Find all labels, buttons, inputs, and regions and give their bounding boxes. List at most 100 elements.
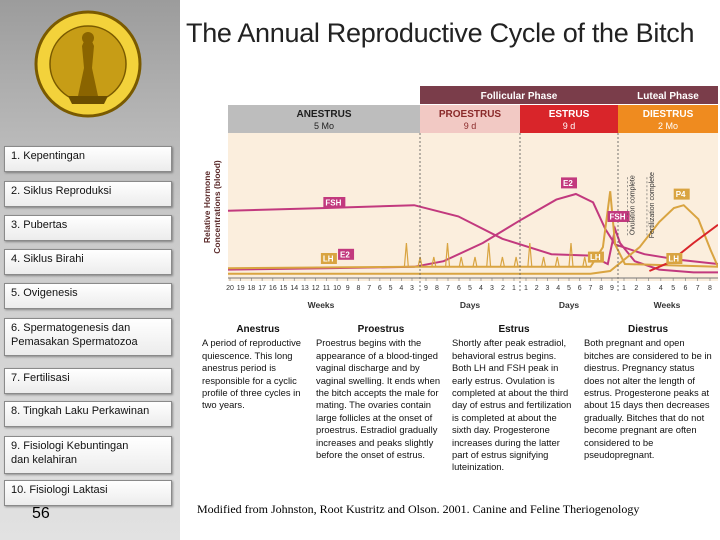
x-tick-label: 5	[389, 285, 393, 292]
x-tick-label: 8	[357, 285, 361, 292]
x-tick-label: 18	[248, 285, 256, 292]
lh-pulse	[486, 242, 492, 267]
annotation-label: Ovulation complete	[629, 175, 636, 235]
series-line-unlabeled	[649, 223, 719, 272]
x-unit-label: Weeks	[308, 300, 335, 310]
x-tick-label: 10	[333, 285, 341, 292]
x-tick-label: 3	[647, 285, 651, 292]
sidebar-item-siklus-birahi[interactable]: 4. Siklus Birahi	[4, 249, 172, 275]
phase-box-estrus	[520, 105, 618, 133]
x-tick-label: 4	[479, 285, 483, 292]
phase-box-proestrus	[420, 105, 520, 133]
x-tick-label: 7	[367, 285, 371, 292]
x-tick-label: 17	[258, 285, 266, 292]
lh-pulse	[445, 242, 451, 267]
column-text-anestrus: A period of reproductive quiescence. Thi…	[202, 337, 302, 411]
series-tag-lh: LH	[666, 253, 683, 264]
x-tick-label: 1	[512, 285, 516, 292]
column-title-anestrus: Anestrus	[236, 324, 280, 335]
sidebar-item-fertilisasi[interactable]: 7. Fertilisasi	[4, 368, 172, 394]
x-tick-label: 20	[226, 285, 234, 292]
x-tick-label: 9	[346, 285, 350, 292]
x-tick-label: 7	[589, 285, 593, 292]
phase-name-estrus: ESTRUS	[549, 109, 590, 120]
column-proestrus: Proestrus Proestrus begins with the appe…	[316, 324, 446, 461]
column-title-proestrus: Proestrus	[357, 324, 405, 335]
x-tick-label: 2	[501, 285, 505, 292]
x-tick-label: 8	[708, 285, 712, 292]
lh-pulse	[568, 242, 574, 267]
x-tick-label: 8	[435, 285, 439, 292]
svg-text:P4: P4	[676, 190, 686, 199]
x-tick-label: 4	[659, 285, 663, 292]
x-tick-label: 3	[490, 285, 494, 292]
x-tick-label: 12	[312, 285, 320, 292]
x-tick-label: 1	[622, 285, 626, 292]
x-tick-label: 6	[457, 285, 461, 292]
phase-duration-diestrus: 2 Mo	[658, 121, 678, 131]
x-tick-label: 15	[280, 285, 288, 292]
lh-pulse	[403, 242, 409, 267]
svg-text:FSH: FSH	[610, 213, 626, 222]
svg-text:LH: LH	[590, 253, 601, 262]
x-tick-label: 19	[237, 285, 245, 292]
svg-text:FSH: FSH	[325, 199, 341, 208]
phase-name-diestrus: DIESTRUS	[643, 109, 694, 120]
x-tick-label: 7	[696, 285, 700, 292]
svg-text:E2: E2	[563, 179, 573, 188]
x-tick-label: 11	[323, 285, 330, 292]
x-tick-label: 5	[671, 285, 675, 292]
sidebar-item-tingkah-laku[interactable]: 8. Tingkah Laku Perkawinan	[4, 401, 172, 427]
sidebar-item-siklus-reproduksi[interactable]: 2. Siklus Reproduksi	[4, 181, 172, 207]
column-text-proestrus: Proestrus begins with the appearance of …	[316, 337, 441, 461]
x-tick-label: 14	[290, 285, 298, 292]
x-tick-label: 9	[424, 285, 428, 292]
series-line-lh	[227, 191, 719, 270]
annotation-label: Fertilization complete	[649, 172, 656, 238]
column-estrus: Estrus Shortly after peak estradiol, beh…	[452, 324, 576, 474]
follicular-phase-label: Follicular Phase	[481, 91, 558, 102]
x-tick-label: 16	[269, 285, 277, 292]
series-tag-p4: P4	[673, 188, 690, 200]
column-diestrus: Diestrus Both pregnant and open bitches …	[584, 324, 712, 461]
column-title-diestrus: Diestrus	[627, 324, 668, 335]
phase-duration-estrus: 9 d	[563, 121, 576, 131]
x-tick-label: 13	[301, 285, 309, 292]
x-tick-label: 8	[599, 285, 603, 292]
series-tag-e2: E2	[561, 177, 577, 189]
sidebar-item-laktasi[interactable]: 10. Fisiologi Laktasi	[4, 480, 172, 506]
x-tick-label: 3	[546, 285, 550, 292]
sidebar-item-spermatogenesis[interactable]: 6. Spermatogenesis dan Pemasakan Spermat…	[4, 318, 172, 356]
x-tick-label: 9	[610, 285, 614, 292]
figure: Follicular Phase Luteal Phase ANESTRUS 5…	[180, 78, 719, 478]
y-axis-label-line1: Relative Hormone	[202, 171, 212, 244]
sidebar: 1. Kepentingan 2. Siklus Reproduksi 3. P…	[0, 0, 180, 540]
x-tick-label: 6	[378, 285, 382, 292]
sidebar-item-pubertas[interactable]: 3. Pubertas	[4, 215, 172, 241]
x-tick-label: 4	[556, 285, 560, 292]
x-tick-label: 1	[524, 285, 528, 292]
x-tick-label: 3	[410, 285, 414, 292]
x-tick-label: 2	[535, 285, 539, 292]
svg-text:LH: LH	[668, 255, 679, 264]
phase-duration-proestrus: 9 d	[464, 121, 477, 131]
sidebar-item-kebuntingan[interactable]: 9. Fisiologi Kebuntingan dan kelahiran	[4, 436, 172, 474]
column-text-estrus: Shortly after peak estradiol, behavioral…	[452, 337, 572, 473]
lh-pulse	[541, 256, 547, 267]
series-tag-fsh: FSH	[607, 211, 630, 222]
chart: Follicular Phase Luteal Phase ANESTRUS 5…	[180, 78, 719, 318]
lh-pulse	[431, 256, 437, 267]
x-tick-label: 5	[567, 285, 571, 292]
lh-pulse	[554, 256, 560, 267]
svg-text:LH: LH	[323, 255, 334, 264]
lh-pulse	[472, 256, 478, 267]
x-unit-label: Weeks	[654, 300, 681, 310]
lh-pulse	[582, 256, 588, 267]
sidebar-item-ovigenesis[interactable]: 5. Ovigenesis	[4, 283, 172, 309]
series-tag-e2: E2	[338, 248, 355, 260]
phase-box-anestrus	[228, 105, 420, 133]
sidebar-item-kepentingan[interactable]: 1. Kepentingan	[4, 146, 172, 172]
series-tag-fsh: FSH	[323, 197, 346, 208]
phase-name-anestrus: ANESTRUS	[296, 109, 351, 120]
column-text-diestrus: Both pregnant and open bitches are consi…	[584, 337, 712, 461]
